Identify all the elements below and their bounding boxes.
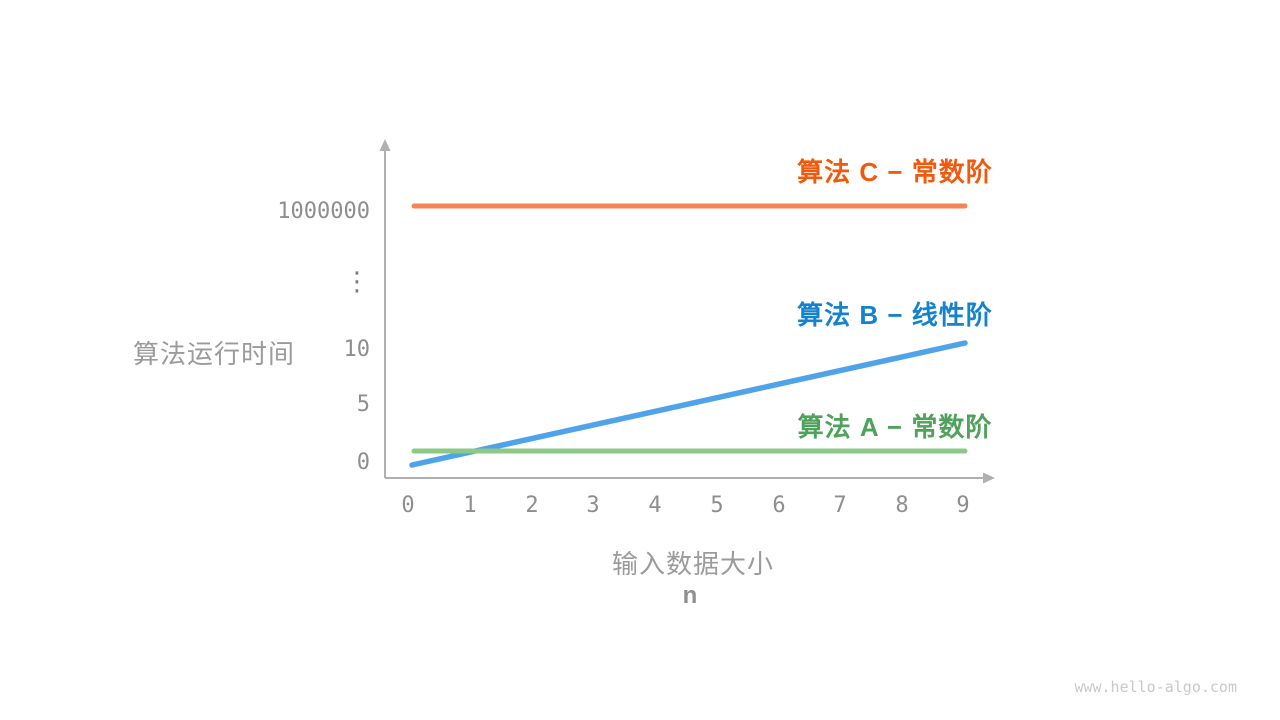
x-tick-1: 1 [463, 493, 477, 518]
y-axis-break-ellipsis: ⋮ [344, 267, 370, 297]
x-tick-0: 0 [401, 493, 415, 518]
y-axis-title: 算法运行时间 [133, 339, 296, 369]
x-axis-arrow-icon [983, 472, 995, 484]
x-tick-3: 3 [586, 493, 600, 518]
series-label-c: 算法 C − 常数阶 [797, 157, 993, 187]
y-tick-0: 0 [356, 450, 370, 475]
x-tick-9: 9 [956, 493, 970, 518]
y-tick-10: 10 [343, 337, 371, 362]
x-axis-title: 输入数据大小 [612, 549, 775, 579]
y-axis-arrow-icon [379, 139, 391, 151]
series-label-b: 算法 B − 线性阶 [797, 300, 993, 330]
y-tick-1000000: 1000000 [277, 199, 370, 224]
y-tick-5: 5 [356, 392, 370, 417]
x-axis-symbol: n [682, 582, 698, 609]
x-tick-7: 7 [833, 493, 847, 518]
x-tick-5: 5 [710, 493, 724, 518]
series-line-b-linear [409, 340, 968, 468]
x-tick-2: 2 [525, 493, 539, 518]
watermark: www.hello-algo.com [1074, 678, 1237, 696]
x-tick-4: 4 [648, 493, 662, 518]
x-tick-8: 8 [895, 493, 909, 518]
x-tick-6: 6 [772, 493, 786, 518]
series-label-a: 算法 A − 常数阶 [797, 412, 993, 442]
